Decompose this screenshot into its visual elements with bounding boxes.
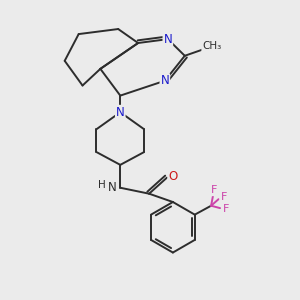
Text: N: N [108,181,116,194]
Text: F: F [211,185,217,195]
Text: O: O [168,170,178,183]
Text: N: N [160,74,169,87]
Text: N: N [164,33,172,46]
Text: H: H [98,180,106,190]
Text: N: N [116,106,125,119]
Text: CH₃: CH₃ [202,41,221,51]
Text: F: F [220,192,227,202]
Text: F: F [223,204,229,214]
